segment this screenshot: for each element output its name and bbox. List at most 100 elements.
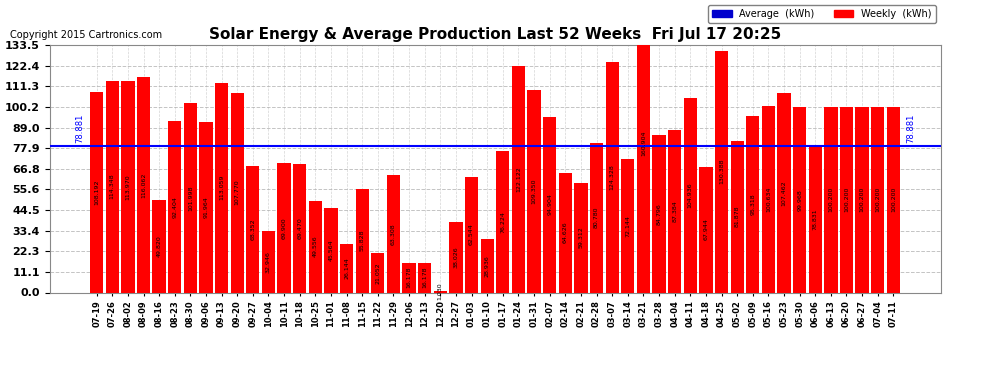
- Text: 160.904: 160.904: [641, 130, 645, 156]
- Text: 116.062: 116.062: [141, 172, 146, 198]
- Bar: [434, 291, 446, 292]
- Bar: [809, 146, 822, 292]
- Text: 67.944: 67.944: [704, 219, 709, 240]
- Bar: [652, 135, 665, 292]
- Bar: [137, 77, 150, 292]
- Bar: [668, 130, 681, 292]
- Text: 28.936: 28.936: [485, 255, 490, 276]
- Text: 1.030: 1.030: [438, 283, 443, 300]
- Text: 104.936: 104.936: [688, 182, 693, 208]
- Text: 69.900: 69.900: [281, 217, 286, 238]
- Bar: [777, 93, 791, 292]
- Text: 78.881: 78.881: [75, 113, 84, 142]
- Bar: [199, 122, 213, 292]
- Text: 94.904: 94.904: [547, 194, 552, 216]
- Text: 99.968: 99.968: [797, 189, 802, 211]
- Text: 21.052: 21.052: [375, 262, 380, 284]
- Bar: [449, 222, 462, 292]
- Bar: [418, 262, 432, 292]
- Text: 92.404: 92.404: [172, 196, 177, 218]
- Text: 45.564: 45.564: [329, 240, 334, 261]
- Text: 113.059: 113.059: [219, 175, 224, 201]
- Text: 130.388: 130.388: [719, 159, 724, 184]
- Bar: [309, 201, 322, 292]
- Bar: [215, 83, 229, 292]
- Bar: [621, 159, 635, 292]
- Bar: [90, 92, 103, 292]
- Text: 80.780: 80.780: [594, 207, 599, 228]
- Title: Solar Energy & Average Production Last 52 Weeks  Fri Jul 17 20:25: Solar Energy & Average Production Last 5…: [209, 27, 781, 42]
- Bar: [261, 231, 275, 292]
- Bar: [855, 107, 869, 292]
- Text: 100.200: 100.200: [859, 187, 864, 212]
- Text: 100.200: 100.200: [829, 187, 834, 212]
- Bar: [231, 93, 244, 292]
- Bar: [152, 200, 165, 292]
- Text: 59.312: 59.312: [578, 226, 583, 248]
- Bar: [387, 175, 400, 292]
- Text: 107.462: 107.462: [781, 180, 786, 206]
- Text: 49.556: 49.556: [313, 236, 318, 257]
- Text: 68.352: 68.352: [250, 218, 255, 240]
- Text: 109.350: 109.350: [532, 178, 537, 204]
- Bar: [887, 107, 900, 292]
- Legend: Average  (kWh), Weekly  (kWh): Average (kWh), Weekly (kWh): [708, 5, 936, 23]
- Text: 78.831: 78.831: [813, 209, 818, 230]
- Text: 100.200: 100.200: [844, 187, 849, 212]
- Bar: [699, 166, 713, 292]
- Text: 122.122: 122.122: [516, 166, 521, 192]
- Bar: [496, 151, 510, 292]
- Text: 49.820: 49.820: [156, 236, 161, 257]
- Bar: [558, 173, 572, 292]
- Bar: [277, 163, 291, 292]
- Bar: [574, 183, 587, 292]
- Text: 16.178: 16.178: [407, 267, 412, 288]
- Bar: [247, 166, 259, 292]
- Text: 100.200: 100.200: [891, 187, 896, 212]
- Bar: [355, 189, 369, 292]
- Text: 16.178: 16.178: [422, 267, 428, 288]
- Text: 84.796: 84.796: [656, 203, 661, 225]
- Bar: [371, 254, 384, 292]
- Text: Copyright 2015 Cartronics.com: Copyright 2015 Cartronics.com: [10, 30, 162, 40]
- Text: 64.626: 64.626: [562, 222, 568, 243]
- Text: 81.878: 81.878: [735, 206, 740, 227]
- Text: 76.224: 76.224: [500, 211, 505, 233]
- Text: 72.144: 72.144: [626, 214, 631, 237]
- Text: 124.328: 124.328: [610, 164, 615, 190]
- Bar: [512, 66, 525, 292]
- Text: 95.318: 95.318: [750, 194, 755, 215]
- Text: 69.470: 69.470: [297, 217, 302, 239]
- Text: 62.544: 62.544: [469, 224, 474, 245]
- Text: 114.348: 114.348: [110, 174, 115, 200]
- Text: 63.308: 63.308: [391, 223, 396, 245]
- Text: 87.384: 87.384: [672, 201, 677, 222]
- Bar: [793, 107, 806, 292]
- Text: 32.946: 32.946: [266, 251, 271, 273]
- Bar: [731, 141, 743, 292]
- Bar: [106, 81, 119, 292]
- Bar: [340, 244, 353, 292]
- Text: 101.998: 101.998: [188, 185, 193, 211]
- Bar: [528, 90, 541, 292]
- Text: 113.970: 113.970: [126, 174, 131, 200]
- Bar: [184, 104, 197, 292]
- Bar: [825, 107, 838, 292]
- Text: 91.964: 91.964: [204, 196, 209, 218]
- Bar: [480, 239, 494, 292]
- Bar: [715, 51, 729, 292]
- Bar: [840, 107, 853, 292]
- Bar: [293, 164, 306, 292]
- Bar: [637, 0, 650, 292]
- Bar: [684, 98, 697, 292]
- Text: 107.770: 107.770: [235, 180, 240, 206]
- Text: 78.881: 78.881: [906, 113, 915, 142]
- Bar: [606, 62, 619, 292]
- Text: 26.144: 26.144: [345, 257, 349, 279]
- Text: 55.828: 55.828: [359, 230, 364, 252]
- Bar: [121, 81, 135, 292]
- Bar: [590, 143, 603, 292]
- Bar: [403, 262, 416, 292]
- Bar: [871, 107, 884, 292]
- Bar: [465, 177, 478, 292]
